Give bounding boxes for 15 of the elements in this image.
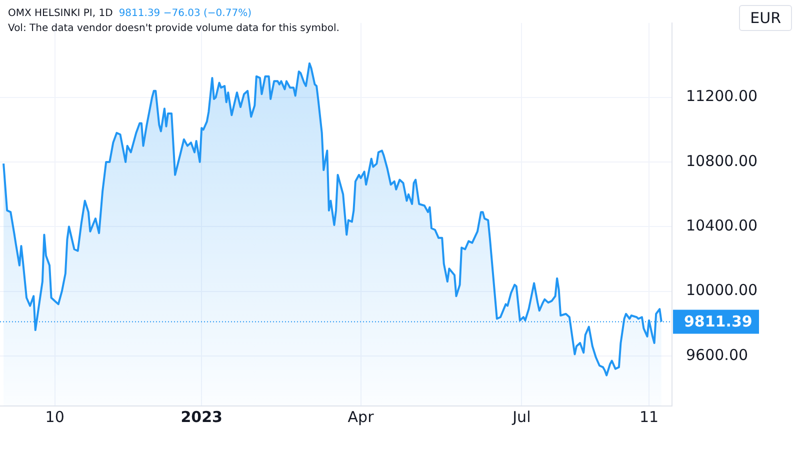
- x-tick-label: 10: [45, 408, 64, 426]
- y-tick-label: 10800.00: [686, 152, 758, 170]
- x-tick-label: Apr: [348, 408, 375, 426]
- y-axis-title: EUR: [739, 5, 792, 31]
- y-tick-label: 10400.00: [686, 216, 758, 235]
- chart-title: OMX HELSINKI PI, 1D: [8, 8, 113, 19]
- y-tick-label: 10000.00: [686, 281, 758, 300]
- y-tick-label: 9600.00: [686, 346, 748, 364]
- x-tick-label: 11: [639, 408, 659, 426]
- ref-line-label: 9811.39: [684, 312, 752, 331]
- y-tick-label: 11200.00: [686, 87, 758, 106]
- x-tick-label: 2023: [180, 408, 222, 426]
- chart-subtitle: 9811.39 −76.03 (−0.77%): [118, 8, 252, 19]
- annotation: Vol: The data vendor doesn't provide volume data for this symbol.: [8, 22, 340, 36]
- x-tick-label: Jul: [512, 408, 531, 426]
